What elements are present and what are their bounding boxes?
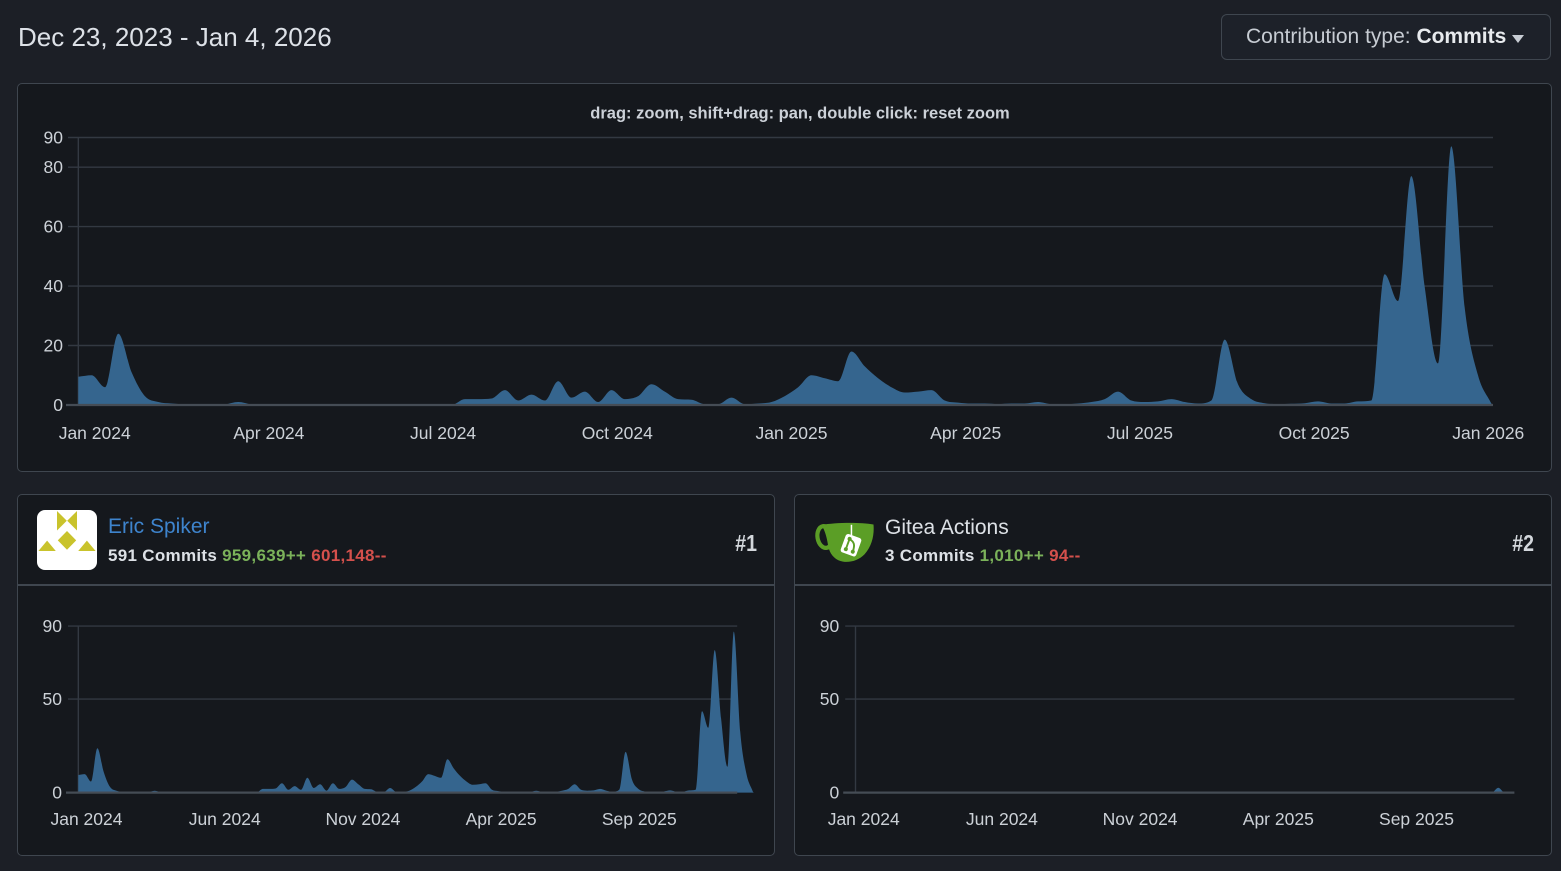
svg-text:Oct 2025: Oct 2025 [1279, 423, 1350, 443]
svg-text:90: 90 [820, 616, 840, 636]
svg-text:Jan 2026: Jan 2026 [1452, 423, 1524, 443]
svg-text:60: 60 [44, 217, 64, 237]
svg-text:Oct 2024: Oct 2024 [582, 423, 653, 443]
svg-text:drag: zoom, shift+drag: pan, d: drag: zoom, shift+drag: pan, double clic… [590, 105, 1009, 123]
svg-text:Jun 2024: Jun 2024 [966, 809, 1038, 829]
svg-text:Apr 2025: Apr 2025 [466, 809, 537, 829]
svg-text:Nov 2024: Nov 2024 [1103, 809, 1178, 829]
svg-text:Sep 2025: Sep 2025 [1379, 809, 1454, 829]
svg-text:40: 40 [44, 276, 64, 296]
svg-text:0: 0 [829, 783, 839, 803]
svg-text:Jan 2024: Jan 2024 [59, 423, 131, 443]
svg-text:Jan 2025: Jan 2025 [755, 423, 827, 443]
svg-text:Nov 2024: Nov 2024 [325, 809, 400, 829]
svg-text:20: 20 [44, 336, 64, 356]
svg-text:0: 0 [53, 395, 63, 415]
svg-text:50: 50 [43, 689, 63, 709]
svg-text:Apr 2025: Apr 2025 [1243, 809, 1314, 829]
svg-text:50: 50 [820, 689, 840, 709]
svg-text:Jun 2024: Jun 2024 [189, 809, 261, 829]
svg-text:80: 80 [44, 157, 64, 177]
svg-text:Jul 2025: Jul 2025 [1107, 423, 1173, 443]
svg-text:Apr 2024: Apr 2024 [233, 423, 304, 443]
svg-text:90: 90 [43, 616, 63, 636]
svg-text:Jan 2024: Jan 2024 [828, 809, 900, 829]
svg-text:Jul 2024: Jul 2024 [410, 423, 476, 443]
svg-text:Jan 2024: Jan 2024 [50, 809, 122, 829]
svg-text:Sep 2025: Sep 2025 [602, 809, 677, 829]
svg-text:90: 90 [44, 128, 64, 148]
svg-text:Apr 2025: Apr 2025 [930, 423, 1001, 443]
svg-text:0: 0 [52, 783, 62, 803]
